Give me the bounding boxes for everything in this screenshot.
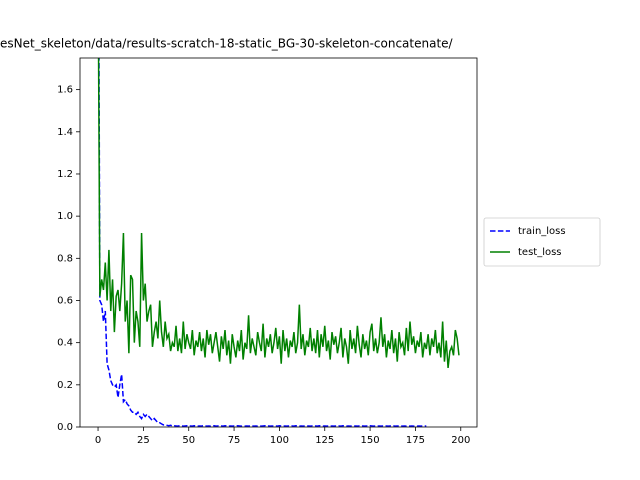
- y-tick-label: 0.4: [57, 338, 73, 349]
- y-tick-label: 0.8: [57, 253, 73, 264]
- y-tick-label: 1.0: [57, 211, 73, 222]
- y-tick-label: 1.2: [57, 169, 73, 180]
- legend-label: test_loss: [518, 247, 562, 258]
- x-tick-label: 75: [228, 435, 241, 446]
- series-line: [98, 58, 427, 427]
- y-tick-label: 1.4: [57, 127, 73, 138]
- plot-area: [97, 58, 460, 427]
- x-tick-label: 100: [270, 435, 289, 446]
- legend-label: train_loss: [518, 226, 566, 237]
- x-tick-label: 0: [95, 435, 101, 446]
- legend-box: [483, 217, 601, 267]
- y-tick-label: 0.2: [57, 380, 73, 391]
- x-tick-label: 50: [182, 435, 195, 446]
- y-tick-label: 0.6: [57, 295, 73, 306]
- chart-title: esNet_skeleton/data/results-scratch-18-s…: [0, 37, 454, 51]
- x-tick-label: 25: [137, 435, 150, 446]
- x-tick-label: 175: [406, 435, 425, 446]
- y-tick-label: 1.6: [57, 85, 73, 96]
- plot-frame: [79, 57, 478, 428]
- x-tick-label: 125: [315, 435, 334, 446]
- y-tick-label: 0.0: [57, 422, 73, 433]
- series-line: [97, 58, 460, 369]
- x-tick-label: 200: [451, 435, 470, 446]
- x-tick-label: 150: [361, 435, 380, 446]
